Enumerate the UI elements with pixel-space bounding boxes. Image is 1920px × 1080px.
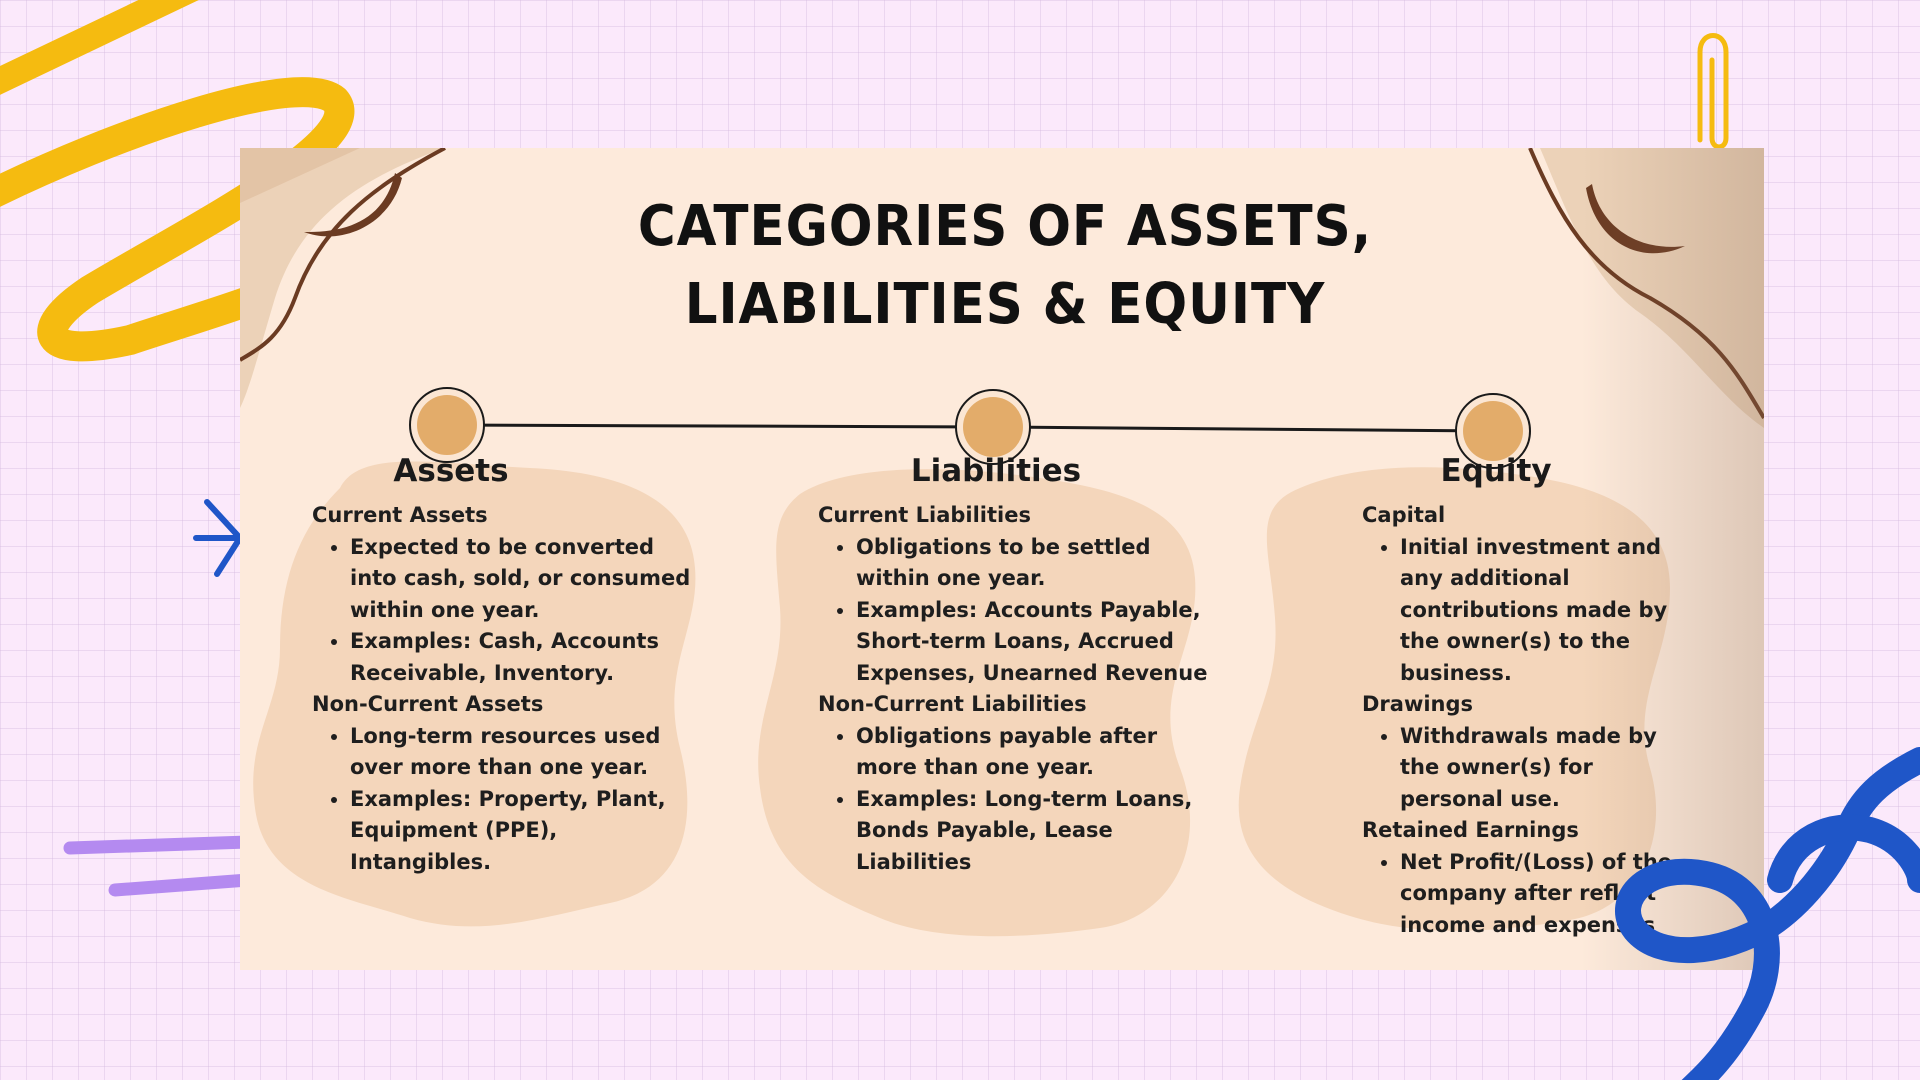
category-label: Drawings (1362, 692, 1474, 716)
page-title: Categories of Assets, Liabilities & Equi… (637, 194, 1373, 337)
list-item: Expected to be converted into cash, sold… (350, 532, 702, 627)
blue-arrow-icon (193, 499, 243, 577)
category-label: Current Assets (312, 503, 488, 527)
list-item: Obligations payable after more than one … (856, 721, 1218, 784)
bullet-list: Expected to be converted into cash, sold… (312, 532, 702, 690)
list-item: Examples: Cash, Accounts Receivable, Inv… (350, 626, 702, 689)
list-item: Initial investment and any additional co… (1400, 532, 1692, 690)
assets-blob (253, 461, 696, 927)
equity-column: Capital Initial investment and any addit… (1362, 500, 1692, 941)
list-item: Net Profit/(Loss) of the company after r… (1400, 847, 1692, 942)
bullet-list: Initial investment and any additional co… (1362, 532, 1692, 690)
equity-heading: Equity (1440, 453, 1552, 489)
bullet-list: Net Profit/(Loss) of the company after r… (1362, 847, 1692, 942)
liabilities-column: Current Liabilities Obligations to be se… (818, 500, 1218, 878)
list-item: Long-term resources used over more than … (350, 721, 702, 784)
category-label: Non-Current Liabilities (818, 692, 1087, 716)
list-item: Withdrawals made by the owner(s) for per… (1400, 721, 1692, 816)
list-item: Examples: Accounts Payable, Short-term L… (856, 595, 1218, 690)
assets-column: Current Assets Expected to be converted … (312, 500, 702, 878)
yellow-scribble (0, 0, 355, 362)
category-label: Non-Current Assets (312, 692, 544, 716)
liabilities-heading: Liabilities (910, 453, 1082, 489)
category-label: Current Liabilities (818, 503, 1031, 527)
paperclip-icon (1697, 33, 1729, 150)
equity-blob (1238, 467, 1670, 931)
liabilities-blob (758, 469, 1196, 937)
list-item: Examples: Long-term Loans, Bonds Payable… (856, 784, 1218, 879)
category-label: Capital (1362, 503, 1446, 527)
slide-artwork (240, 148, 1764, 937)
assets-heading: Assets (393, 453, 509, 489)
bullet-list: Long-term resources used over more than … (312, 721, 702, 879)
bullet-list: Obligations to be settled within one yea… (818, 532, 1218, 690)
list-item: Examples: Property, Plant, Equipment (PP… (350, 784, 702, 879)
bullet-list: Obligations payable after more than one … (818, 721, 1218, 879)
category-label: Retained Earnings (1362, 818, 1579, 842)
timeline (409, 387, 1531, 469)
list-item: Obligations to be settled within one yea… (856, 532, 1218, 595)
purple-lines (63, 835, 255, 897)
bullet-list: Withdrawals made by the owner(s) for per… (1362, 721, 1692, 816)
